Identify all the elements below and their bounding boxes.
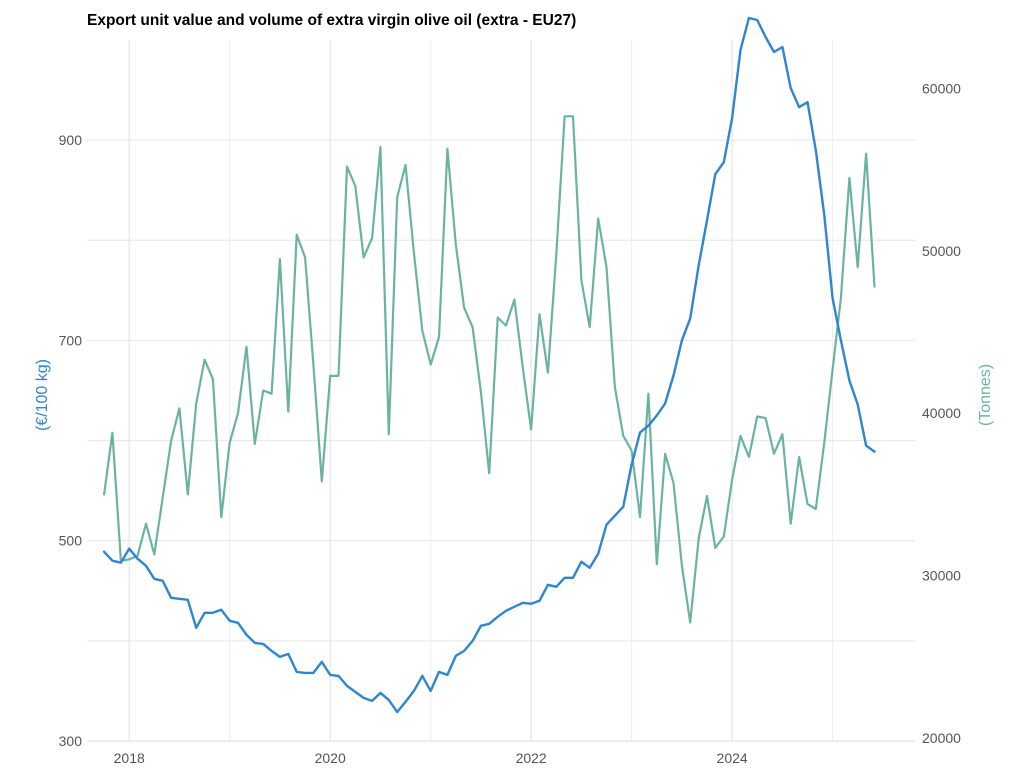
- y-right-axis-title: (Tonnes): [977, 364, 994, 426]
- x-tick-label: 2020: [315, 750, 346, 766]
- x-tick-label: 2018: [114, 750, 145, 766]
- y-right-tick-label: 40000: [922, 405, 961, 421]
- x-tick-label: 2024: [717, 750, 748, 766]
- y-right-tick-label: 30000: [922, 567, 961, 583]
- y-left-tick-label: 900: [59, 132, 83, 148]
- unit-value-series-line: [102, 16, 876, 714]
- y-right-tick-label: 20000: [922, 730, 961, 746]
- y-right-tick-label: 60000: [922, 81, 961, 97]
- axis-layer: 300 500 700 900 20000 30000 40000 50000 60000 201…: [34, 81, 994, 766]
- x-tick-label: 2022: [516, 750, 547, 766]
- grid-layer: [87, 40, 915, 742]
- y-left-tick-label: 300: [59, 733, 83, 749]
- y-left-tick-label: 500: [59, 533, 83, 549]
- series-layer: [102, 16, 876, 714]
- y-left-tick-label: 700: [59, 332, 83, 348]
- chart-title: Export unit value and volume of extra vi…: [87, 12, 577, 29]
- y-left-axis-title: (€/100 kg): [34, 359, 51, 431]
- y-right-tick-label: 50000: [922, 243, 961, 259]
- volume-series-line: [102, 115, 876, 624]
